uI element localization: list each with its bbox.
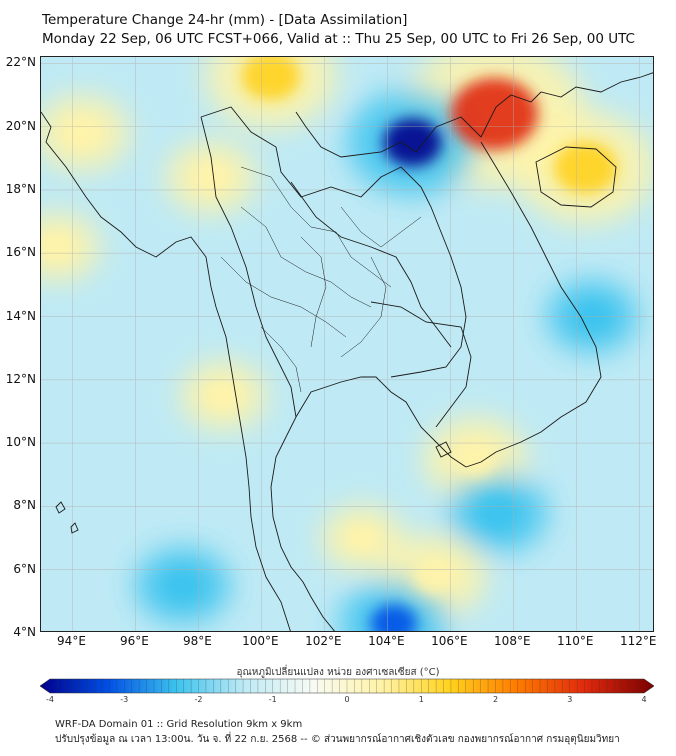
lat-tick-label: 8°N xyxy=(13,498,36,513)
island-1 xyxy=(55,501,66,514)
lat-tick-label: 18°N xyxy=(5,181,36,196)
lon-tick-label: 108°E xyxy=(494,634,531,648)
andaman-coast xyxy=(41,111,291,631)
provinces-5 xyxy=(340,206,422,248)
warm-anomaly-core-6 xyxy=(412,558,457,595)
lon-tick-label: 110°E xyxy=(557,634,594,648)
lat-tick-label: 4°N xyxy=(13,625,36,639)
cold-anomaly-core-11 xyxy=(370,604,417,631)
lat-tick-label: 10°N xyxy=(5,435,36,450)
lat-tick-label: 20°N xyxy=(5,118,36,133)
warm-anomaly-core-9 xyxy=(41,232,74,261)
colorbar-tick-label: 3 xyxy=(567,695,573,704)
lon-tick-label: 98°E xyxy=(182,634,212,648)
colorbar-label: อุณหภูมิเปลี่ยนแปลง หน่วย องศาเซลเซียส (… xyxy=(236,667,440,678)
warm-anomaly-core-3 xyxy=(62,116,102,149)
island-3 xyxy=(435,441,452,458)
colorbar-tick-label: 0 xyxy=(344,695,350,704)
hainan-island xyxy=(535,146,617,208)
colorbar-tick-label: -1 xyxy=(268,695,277,704)
cold-anomaly-core-13 xyxy=(163,569,203,602)
lon-tick-label: 104°E xyxy=(368,634,405,648)
chart-subtitle: Monday 22 Sep, 06 UTC FCST+066, Valid at… xyxy=(42,31,635,47)
provinces-7 xyxy=(340,256,387,358)
lon-tick-label: 100°E xyxy=(242,634,279,648)
temperature-map xyxy=(41,57,653,631)
lat-tick-label: 6°N xyxy=(13,561,36,576)
border-laos xyxy=(290,181,452,348)
warm-anomaly-core-0 xyxy=(450,77,539,150)
coastline xyxy=(41,72,653,631)
provinces-1 xyxy=(240,166,392,288)
lat-tick-label: 14°N xyxy=(5,308,36,323)
lat-tick-label: 12°N xyxy=(5,371,36,386)
cold-anomaly-core-10 xyxy=(383,118,442,167)
warm-anomaly-core-2 xyxy=(241,57,301,100)
colorbar-tick-label: -3 xyxy=(120,695,129,704)
colorbar-tick-label: -2 xyxy=(194,695,203,704)
provinces-3 xyxy=(220,256,347,338)
border-cambodia xyxy=(370,301,472,428)
vietnam-coast xyxy=(465,141,602,468)
warm-anomaly-core-5 xyxy=(453,440,498,477)
chart-title: Temperature Change 24-hr (mm) - [Data As… xyxy=(42,12,408,28)
lon-tick-label: 106°E xyxy=(431,634,468,648)
colorbar-tick-label: 1 xyxy=(418,695,424,704)
lat-tick-label: 22°N xyxy=(5,55,36,70)
map-panel xyxy=(40,56,654,632)
warm-anomaly-core-4 xyxy=(192,162,230,193)
lon-tick-label: 96°E xyxy=(120,634,149,648)
provinces-2 xyxy=(240,206,372,308)
colorbar-tick-label: 2 xyxy=(492,695,499,704)
warm-anomaly-core-8 xyxy=(346,525,379,552)
border-west xyxy=(200,116,297,418)
colorbar-tick-label: 4 xyxy=(641,695,647,704)
colorbar xyxy=(40,678,654,694)
lon-tick-label: 94°E xyxy=(57,634,86,648)
footer-credit: ปรับปรุงข้อมูล ณ เวลา 13:00น. วัน จ. ที่… xyxy=(55,734,620,745)
provinces-6 xyxy=(260,326,302,393)
border-north xyxy=(200,106,467,378)
provinces-4 xyxy=(300,236,327,348)
mainland-coast xyxy=(295,72,653,158)
footer-model-info: WRF-DA Domain 01 :: Grid Resolution 9km … xyxy=(55,719,303,730)
gulf-thailand-coast xyxy=(270,376,467,631)
cold-anomaly-core-12 xyxy=(476,495,519,530)
colorbar-tick-label: -4 xyxy=(46,695,54,704)
lon-tick-label: 102°E xyxy=(305,634,342,648)
warm-anomaly-core-7 xyxy=(206,381,241,410)
warm-anomaly-core-1 xyxy=(554,141,618,194)
lat-tick-label: 16°N xyxy=(5,245,36,260)
lon-tick-label: 112°E xyxy=(620,634,657,648)
island-2 xyxy=(70,522,79,534)
